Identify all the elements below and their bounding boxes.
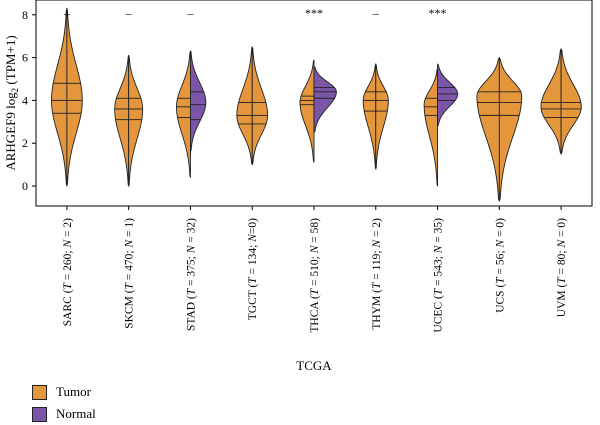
y-tick-label: 0: [22, 179, 28, 193]
violin-half-tumor-ucs: [476, 57, 500, 202]
violin-half-tumor-skcm: [128, 55, 144, 187]
violin-group-thym: [362, 63, 389, 170]
violin-half-tumor-thca: [299, 59, 315, 163]
violin-half-tumor-sarc: [66, 7, 83, 187]
legend: Tumor Normal: [32, 381, 96, 425]
violin-group-thca: [299, 59, 337, 163]
category-label-stad: STAD (T = 375; N = 32): [185, 218, 197, 331]
violin-group-stad: [175, 50, 207, 178]
y-tick-label: 4: [22, 93, 28, 107]
category-label-sarc: SARC (T = 260; N = 2): [62, 218, 74, 326]
violins: [51, 7, 582, 202]
x-axis: SARC (T = 260; N = 2) SKCM (T = 470; N = …: [62, 206, 568, 333]
x-axis-title: TCGA: [296, 358, 332, 373]
significance-label: –: [372, 6, 380, 20]
category-label-skcm: SKCM (T = 470; N = 1): [124, 218, 136, 329]
y-axis: 0 2 4 6 8: [22, 8, 36, 193]
significance-label: –: [63, 6, 71, 20]
y-axis-title: ARHGEF9 log2 (TPM+1): [3, 35, 20, 170]
significance-label: ***: [429, 6, 447, 20]
significance-label: –: [125, 6, 133, 20]
violin-group-ucs: [476, 57, 523, 202]
violin-group-ucec: [423, 63, 459, 187]
violin-half-normal-stad: [189, 50, 207, 153]
violin-half-tumor-uvm: [560, 48, 582, 155]
violin-half-tumor-ucec: [423, 67, 439, 187]
violin-half-tumor-tgct: [251, 46, 269, 166]
violin-group-uvm: [540, 48, 582, 155]
y-tick-label: 6: [22, 51, 28, 65]
category-label-thym: THYM (T = 119; N = 2): [371, 218, 383, 330]
legend-label-normal: Normal: [56, 406, 96, 421]
violin-half-tumor-skcm: [114, 55, 130, 187]
category-label-ucs: UCS (T = 56; N = 0): [494, 218, 506, 313]
y-tick-label: 8: [22, 8, 28, 22]
violin-half-tumor-ucs: [498, 57, 523, 202]
violin-half-tumor-thym: [375, 63, 389, 170]
violin-half-tumor-sarc: [51, 7, 68, 187]
violin-half-normal-ucec: [437, 63, 459, 127]
y-tick-label: 2: [22, 136, 28, 150]
violin-group-skcm: [114, 55, 144, 187]
significance-labels: – – – *** – ***: [63, 6, 447, 20]
legend-item-normal: Normal: [32, 403, 96, 425]
violin-half-tumor-stad: [175, 50, 191, 178]
violin-group-sarc: [51, 7, 83, 187]
category-label-tgct: TGCT (T = 134; N=0): [247, 218, 259, 320]
violin-half-normal-thca: [313, 65, 337, 134]
legend-swatch-tumor: [32, 384, 47, 400]
category-label-ucec: UCEC (T = 543; N = 35): [433, 218, 445, 333]
category-label-uvm: UVM (T = 80; N = 0): [556, 218, 568, 317]
legend-item-tumor: Tumor: [32, 381, 96, 403]
legend-swatch-normal: [32, 406, 47, 422]
violin-group-tgct: [236, 46, 269, 166]
violin-half-tumor-tgct: [236, 46, 253, 166]
significance-label: ***: [305, 6, 323, 20]
violin-half-tumor-thym: [362, 63, 377, 170]
legend-label-tumor: Tumor: [56, 384, 91, 399]
category-label-thca: THCA (T = 510; N = 58): [309, 218, 321, 333]
violin-half-tumor-uvm: [540, 48, 562, 155]
significance-label: –: [186, 6, 194, 20]
